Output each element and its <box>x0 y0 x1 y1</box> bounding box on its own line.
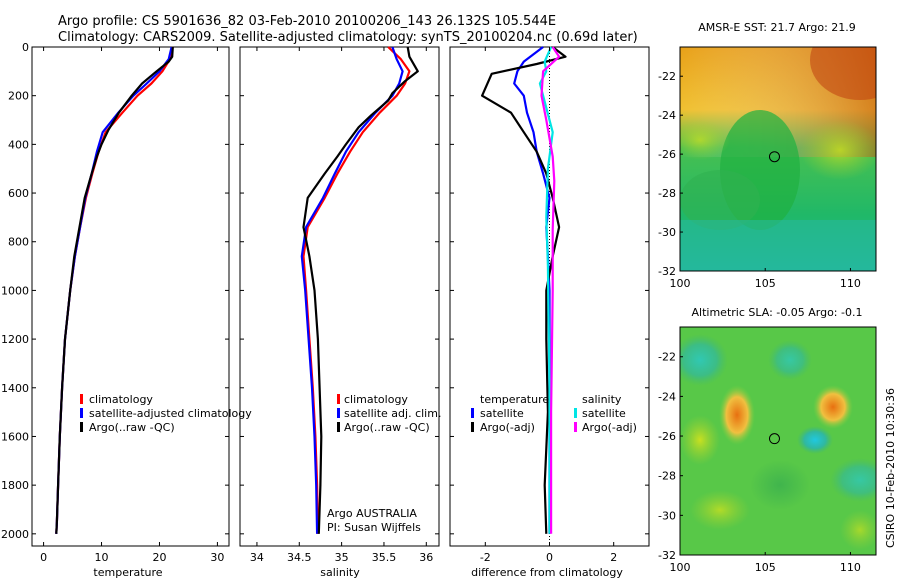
argo-location-marker <box>768 433 780 445</box>
sla-map-panel: Altimetric SLA: -0.05 Argo: -0.1 100 105 1… <box>658 306 877 574</box>
difference-legend: temperature satellite Argo(-adj) salinit… <box>471 393 637 434</box>
difference-xlabel: difference from climatology <box>471 566 623 579</box>
legend-swatch-temp-argo <box>471 422 474 432</box>
map-x-tick-label: 105 <box>755 277 776 290</box>
map-y-tick-label: -26 <box>658 430 676 443</box>
map-y-tick-label: -32 <box>658 265 676 278</box>
series-line-temperature-satellite <box>513 46 551 534</box>
temperature-panel: 0 10 20 30 0 200 400 600 800 1000 1200 1400 1600 1800… <box>1 41 252 579</box>
temperature-axes-frame <box>31 46 230 547</box>
legend-label-sal-satellite: satellite <box>582 407 626 420</box>
sla-map-title: Altimetric SLA: -0.05 Argo: -0.1 <box>692 306 863 319</box>
map-x-tick-label: 100 <box>670 561 691 574</box>
y-tick-label: 800 <box>8 236 29 249</box>
sst-map-frame <box>679 46 877 272</box>
legend-swatch-climatology <box>337 394 340 404</box>
salinity-axes-frame <box>239 46 440 547</box>
legend-label-satellite: satellite adj. clim. <box>344 407 441 420</box>
legend-label-climatology: climatology <box>89 393 153 406</box>
argo-agency-annotation: Argo AUSTRALIA <box>327 507 417 520</box>
sst-map-panel: AMSR-E SST: 21.7 Argo: 21.9 100 105 110 -22… <box>658 21 877 290</box>
argo-location-marker <box>768 151 780 163</box>
series-line-temperature-argo <box>481 46 567 534</box>
map-y-tick-label: -28 <box>658 470 676 483</box>
map-x-tick-label: 100 <box>670 277 691 290</box>
sst-heatmap <box>680 47 876 271</box>
argo-pi-annotation: PI: Susan Wijffels <box>327 521 421 534</box>
legend-swatch-sal-argo <box>574 422 577 432</box>
series-line-salinity-argo <box>540 46 561 534</box>
y-tick-label: 600 <box>8 187 29 200</box>
y-tick-label: 1800 <box>1 479 29 492</box>
map-y-tick-label: -26 <box>658 148 676 161</box>
x-tick-label: 10 <box>95 551 109 564</box>
x-tick-label: 35.5 <box>372 551 397 564</box>
salinity-panel: 34 34.5 35 35.5 36 salinity climatology sate… <box>239 46 441 579</box>
legend-label-climatology: climatology <box>344 393 408 406</box>
map-y-tick-label: -22 <box>658 351 676 364</box>
map-x-tick-label: 110 <box>840 277 861 290</box>
sst-map-title: AMSR-E SST: 21.7 Argo: 21.9 <box>698 21 856 34</box>
y-tick-label: 1600 <box>1 430 29 443</box>
legend-title-salinity: salinity <box>582 393 622 406</box>
legend-label-argo: Argo(..raw -QC) <box>344 421 430 434</box>
series-line-argo <box>302 46 419 534</box>
legend-label-satellite: satellite-adjusted climatology <box>89 407 252 420</box>
map-x-tick-label: 105 <box>755 561 776 574</box>
legend-swatch-argo <box>80 422 83 432</box>
legend-swatch-climatology <box>80 394 83 404</box>
y-tick-label: 400 <box>8 138 29 151</box>
legend-label-sal-argo: Argo(-adj) <box>582 421 637 434</box>
map-y-tick-label: -30 <box>658 509 676 522</box>
legend-swatch-satellite <box>337 408 340 418</box>
csiro-credit-label: CSIRO 10-Feb-2010 10:30:36 <box>884 387 897 548</box>
x-tick-label: 34.5 <box>287 551 312 564</box>
y-tick-label: 1000 <box>1 284 29 297</box>
legend-swatch-sal-satellite <box>574 408 577 418</box>
map-y-tick-label: -22 <box>658 70 676 83</box>
x-tick-label: 20 <box>152 551 166 564</box>
legend-swatch-satellite <box>80 408 83 418</box>
x-tick-label: 30 <box>210 551 224 564</box>
series-line-satellite <box>300 46 404 534</box>
figure-title-line1: Argo profile: CS 5901636_82 03-Feb-2010 … <box>58 14 557 29</box>
map-y-tick-label: -30 <box>658 226 676 239</box>
legend-swatch-temp-satellite <box>471 408 474 418</box>
legend-swatch-argo <box>337 422 340 432</box>
x-tick-label: 35 <box>335 551 349 564</box>
temperature-xlabel: temperature <box>93 566 162 579</box>
series-line-climatology <box>302 46 411 534</box>
x-tick-label: 34 <box>250 551 264 564</box>
y-tick-label: 2000 <box>1 528 29 541</box>
y-tick-label: 1200 <box>1 333 29 346</box>
sla-heatmap <box>680 327 876 555</box>
figure-title-line2: Climatology: CARS2009. Satellite-adjuste… <box>58 30 638 45</box>
y-tick-label: 0 <box>22 41 29 54</box>
y-tick-label: 1400 <box>1 382 29 395</box>
map-y-tick-label: -24 <box>658 390 676 403</box>
legend-label-temp-argo: Argo(-adj) <box>480 421 535 434</box>
y-tick-label: 200 <box>8 90 29 103</box>
series-line-argo <box>55 46 174 534</box>
x-tick-label: 0 <box>40 551 47 564</box>
temperature-legend: climatology satellite-adjusted climatolo… <box>80 393 252 434</box>
map-x-tick-label: 110 <box>840 561 861 574</box>
x-tick-label: 0 <box>546 551 553 564</box>
x-tick-label: -2 <box>480 551 491 564</box>
x-tick-label: 36 <box>419 551 433 564</box>
x-tick-label: 2 <box>610 551 617 564</box>
salinity-xlabel: salinity <box>320 566 360 579</box>
salinity-legend: climatology satellite adj. clim. Argo(..… <box>337 393 441 434</box>
map-y-tick-label: -24 <box>658 109 676 122</box>
map-y-tick-label: -32 <box>658 549 676 562</box>
map-y-tick-label: -28 <box>658 187 676 200</box>
legend-label-temp-satellite: satellite <box>480 407 524 420</box>
legend-label-argo: Argo(..raw -QC) <box>89 421 175 434</box>
difference-panel: -2 0 2 difference from climatology tempera… <box>449 46 650 579</box>
legend-title-temperature: temperature <box>480 393 549 406</box>
sla-map-frame <box>679 326 877 556</box>
